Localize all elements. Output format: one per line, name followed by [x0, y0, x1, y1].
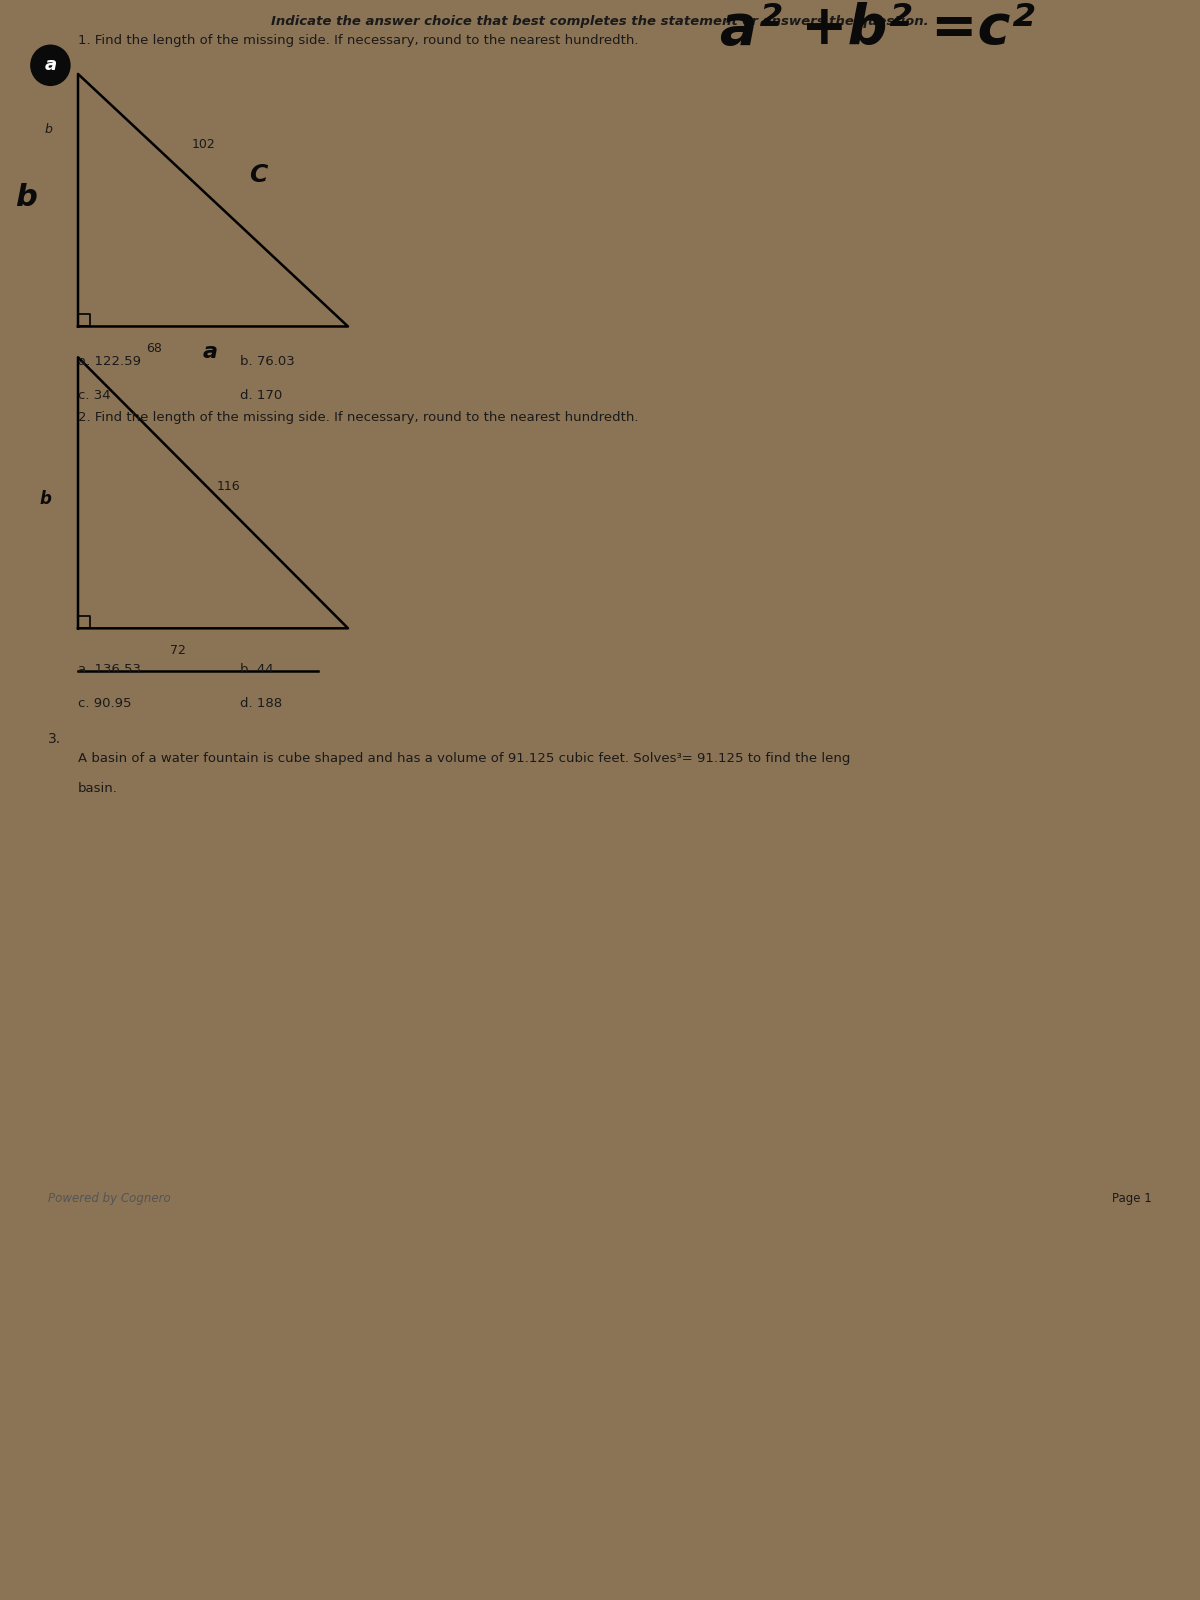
- Text: A basin of a water fountain is cube shaped and has a volume of 91.125 cubic feet: A basin of a water fountain is cube shap…: [78, 752, 851, 765]
- Text: 2. Find the length of the missing side. If necessary, round to the nearest hundr: 2. Find the length of the missing side. …: [78, 411, 638, 424]
- Text: Indicate the answer choice that best completes the statement or answers the ques: Indicate the answer choice that best com…: [271, 14, 929, 27]
- Text: b: b: [16, 182, 37, 211]
- Text: basin.: basin.: [78, 782, 118, 795]
- Text: b. 44: b. 44: [240, 662, 274, 675]
- Text: Page 1: Page 1: [1112, 1192, 1152, 1205]
- Text: b. 76.03: b. 76.03: [240, 355, 295, 368]
- Text: a. 122.59: a. 122.59: [78, 355, 142, 368]
- Text: C: C: [248, 163, 268, 187]
- Text: b: b: [44, 123, 52, 136]
- Text: c. 90.95: c. 90.95: [78, 698, 132, 710]
- Text: 3.: 3.: [48, 731, 61, 746]
- Text: d. 188: d. 188: [240, 698, 282, 710]
- Text: c. 34: c. 34: [78, 389, 110, 402]
- Text: d. 170: d. 170: [240, 389, 282, 402]
- Text: 68: 68: [145, 342, 162, 355]
- Text: 102: 102: [192, 138, 216, 150]
- Text: Powered by Cognero: Powered by Cognero: [48, 1192, 170, 1205]
- Text: a² +b² =c²: a² +b² =c²: [720, 3, 1034, 56]
- Circle shape: [31, 45, 70, 85]
- Text: 1. Find the length of the missing side. If necessary, round to the nearest hundr: 1. Find the length of the missing side. …: [78, 35, 638, 48]
- Text: a: a: [43, 56, 58, 75]
- Text: a: a: [44, 56, 56, 74]
- Text: b: b: [40, 490, 52, 507]
- Text: 116: 116: [216, 480, 240, 493]
- Text: a: a: [203, 342, 217, 363]
- Text: a. 136.53: a. 136.53: [78, 662, 142, 675]
- Text: 72: 72: [169, 645, 186, 658]
